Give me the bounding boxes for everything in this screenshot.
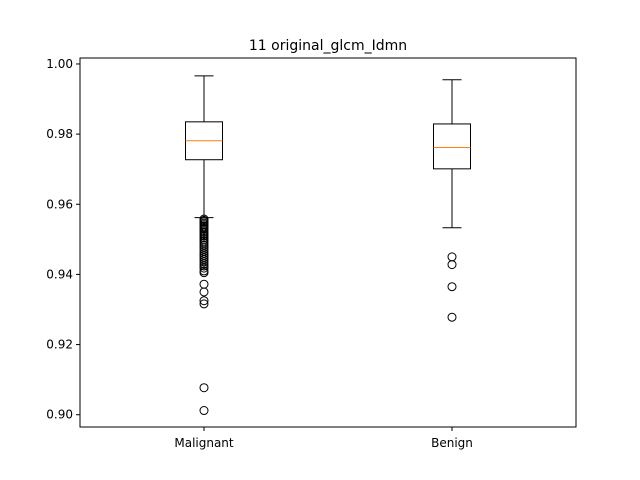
y-axis: 0.90 0.92 0.94 0.96 0.98 1.00: [46, 57, 80, 422]
outlier-point: [447, 282, 457, 292]
outlier-point: [199, 406, 209, 416]
y-tick-label: 0.90: [46, 408, 73, 422]
chart-title: 11 original_glcm_Idmn: [249, 38, 407, 54]
y-tick-label: 0.98: [46, 127, 73, 141]
outlier-point: [447, 260, 457, 270]
outlier-point: [199, 383, 209, 393]
x-tick-label: Malignant: [174, 436, 234, 450]
x-tick-label: Benign: [431, 436, 473, 450]
y-tick-label: 0.92: [46, 338, 73, 352]
y-tick-label: 0.94: [46, 267, 73, 281]
outlier-point: [199, 296, 209, 306]
outlier-point: [199, 268, 209, 278]
box-group-benign: [433, 79, 471, 322]
outlier-point: [199, 287, 209, 297]
box-group-malignant: [185, 75, 223, 416]
iqr-box: [433, 123, 471, 170]
plot-area: [185, 75, 471, 416]
y-tick-label: 1.00: [46, 57, 73, 71]
outlier-point: [447, 312, 457, 322]
outlier-point: [199, 261, 209, 271]
outlier-point: [199, 299, 209, 309]
outlier-point: [199, 263, 209, 273]
outlier-point: [199, 257, 209, 267]
x-axis: Malignant Benign: [174, 427, 473, 450]
y-tick-label: 0.96: [46, 197, 73, 211]
outlier-point: [199, 259, 209, 269]
axes-frame: [79, 57, 577, 428]
